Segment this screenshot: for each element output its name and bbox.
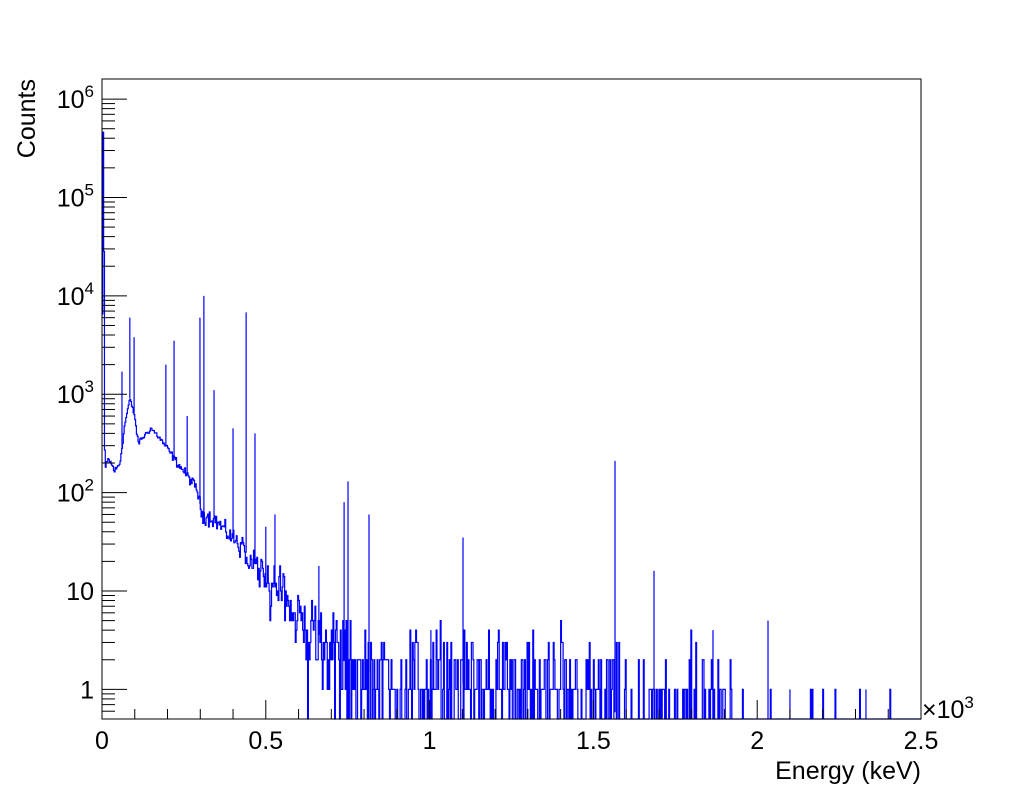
- x-tick-label: 1.5: [576, 727, 611, 755]
- x-tick-label: 0.5: [248, 727, 283, 755]
- x-multiplier: ×103: [922, 693, 974, 724]
- y-tick-base: 1: [80, 676, 94, 704]
- y-tick-exponent: 2: [85, 476, 94, 495]
- y-tick-label: 105: [57, 180, 94, 212]
- y-tick-exponent: 3: [85, 377, 94, 396]
- y-tick-label: 102: [57, 476, 94, 508]
- x-tick-label: 2: [750, 727, 764, 755]
- y-tick-base: 10: [57, 480, 85, 508]
- y-tick-base: 10: [57, 86, 85, 114]
- histogram-layer: [102, 131, 921, 720]
- x-tick-label: 0: [95, 727, 109, 755]
- y-axis-title: Counts: [13, 79, 41, 158]
- y-tick-exponent: 4: [85, 279, 94, 298]
- histogram-continuum: [102, 131, 921, 720]
- y-tick-base: 10: [57, 381, 85, 409]
- y-tick-base: 10: [66, 578, 94, 606]
- x-tick-label: 2.5: [904, 727, 939, 755]
- y-tick-label: 103: [57, 377, 94, 409]
- y-tick-label: 106: [57, 82, 94, 114]
- x-tick-label: 1: [423, 727, 437, 755]
- y-tick-base: 10: [57, 184, 85, 212]
- y-tick-exponent: 5: [85, 180, 94, 199]
- y-tick-label: 104: [57, 279, 94, 311]
- y-tick-exponent: 6: [85, 82, 94, 101]
- y-tick-label: 1: [80, 676, 94, 704]
- x-axis-title: Energy (keV): [775, 757, 921, 785]
- plot-frame: [101, 78, 922, 720]
- y-tick-base: 10: [57, 283, 85, 311]
- y-tick-label: 10: [66, 578, 94, 606]
